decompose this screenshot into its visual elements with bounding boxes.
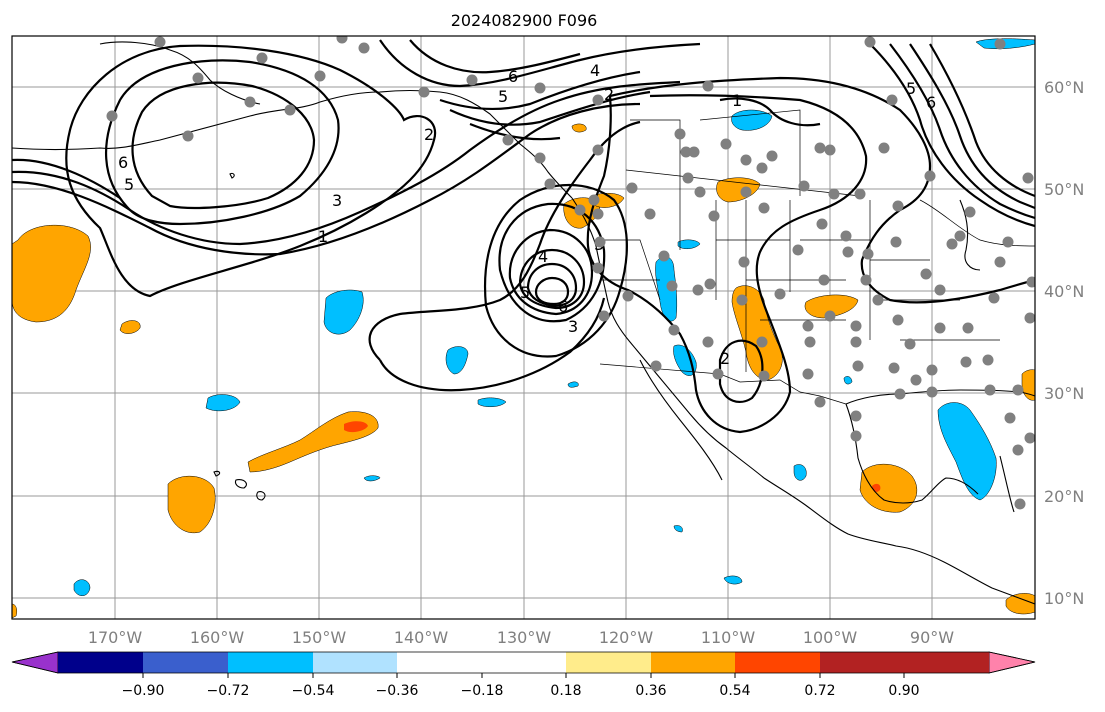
contour-label: 5 <box>520 283 530 302</box>
contour-label: 6 <box>558 297 568 316</box>
colorbar-bin <box>651 652 735 673</box>
colorbar-tick-label: −0.72 <box>207 683 250 699</box>
lat-label: 60°N <box>1044 78 1084 97</box>
colorbar-tick-label: −0.90 <box>122 683 165 699</box>
shaded-anomaly-areas <box>12 38 1035 619</box>
colorbar-bin <box>313 652 397 673</box>
colorbar-tick-label: −0.36 <box>376 683 419 699</box>
contour-labels: 1 3 5 6 4 2 1 3 5 6 6 5 3 4 6 5 2 2 4 6 <box>118 61 936 368</box>
contour-label: 4 <box>538 247 548 266</box>
lon-label: 130°W <box>497 628 552 647</box>
colorbar-tick-label: 0.54 <box>719 683 750 699</box>
colorbar-tick-label: −0.54 <box>292 683 335 699</box>
lon-label: 170°W <box>88 628 143 647</box>
colorbar-tick-label: 0.18 <box>550 683 581 699</box>
map-frame <box>11 35 1036 620</box>
lat-label: 30°N <box>1044 384 1084 403</box>
colorbar-tick-label: 0.90 <box>888 683 919 699</box>
colorbar-bin <box>58 652 143 673</box>
contour-label: 2 <box>720 349 730 368</box>
contour-label: 6 <box>508 67 518 86</box>
colorbar-bin <box>228 652 313 673</box>
lon-label: 120°W <box>599 628 654 647</box>
longitude-labels: 170°W 160°W 150°W 140°W 130°W 120°W 110°… <box>88 628 954 647</box>
latitude-labels: 60°N 50°N 40°N 30°N 20°N 10°N <box>1044 78 1084 608</box>
contour-label: 3 <box>568 317 578 336</box>
contour-label: 2 <box>604 85 614 104</box>
lat-label: 10°N <box>1044 589 1084 608</box>
contour-label: 2 <box>424 125 434 144</box>
contour-label: 6 <box>118 153 128 172</box>
contour-label: 1 <box>732 91 742 110</box>
lon-label: 150°W <box>292 628 347 647</box>
colorbar-tick-label: 0.72 <box>804 683 835 699</box>
lon-label: 160°W <box>190 628 245 647</box>
colorbar-bin <box>397 652 482 673</box>
colorbar-bin <box>820 652 904 673</box>
contour-label: 5 <box>124 175 134 194</box>
colorbar-tick-label: 0.36 <box>635 683 666 699</box>
lon-label: 90°W <box>910 628 954 647</box>
contour-label: 5 <box>498 87 508 106</box>
map-panel: 1 3 5 6 4 2 1 3 5 6 6 5 3 4 6 5 2 2 4 6 <box>12 36 1035 619</box>
colorbar-bin <box>143 652 228 673</box>
lat-label: 40°N <box>1044 282 1084 301</box>
map-title: 2024082900 F096 <box>451 11 598 30</box>
station-markers <box>106 36 1035 510</box>
coastlines-and-borders <box>12 41 1035 605</box>
colorbar-extend-max <box>988 651 1036 674</box>
colorbar: −0.90 −0.72 −0.54 −0.36 −0.18 0.18 0.36 … <box>11 651 1036 699</box>
lon-label: 140°W <box>394 628 449 647</box>
colorbar-bin <box>904 652 989 673</box>
colorbar-bin <box>735 652 820 673</box>
contour-label: 4 <box>590 61 600 80</box>
colorbar-extend-min <box>11 651 59 674</box>
contour-label: 3 <box>332 191 342 210</box>
contour-label: 1 <box>318 227 328 246</box>
contour-label: 5 <box>906 79 916 98</box>
lon-label: 100°W <box>803 628 858 647</box>
colorbar-tick-label: −0.18 <box>461 683 504 699</box>
colorbar-outline <box>11 651 1036 674</box>
colorbar-bin <box>566 652 651 673</box>
colorbar-bin <box>482 652 566 673</box>
lat-label: 50°N <box>1044 180 1084 199</box>
lon-label: 110°W <box>701 628 756 647</box>
contour-label: 6 <box>926 93 936 112</box>
lat-label: 20°N <box>1044 487 1084 506</box>
